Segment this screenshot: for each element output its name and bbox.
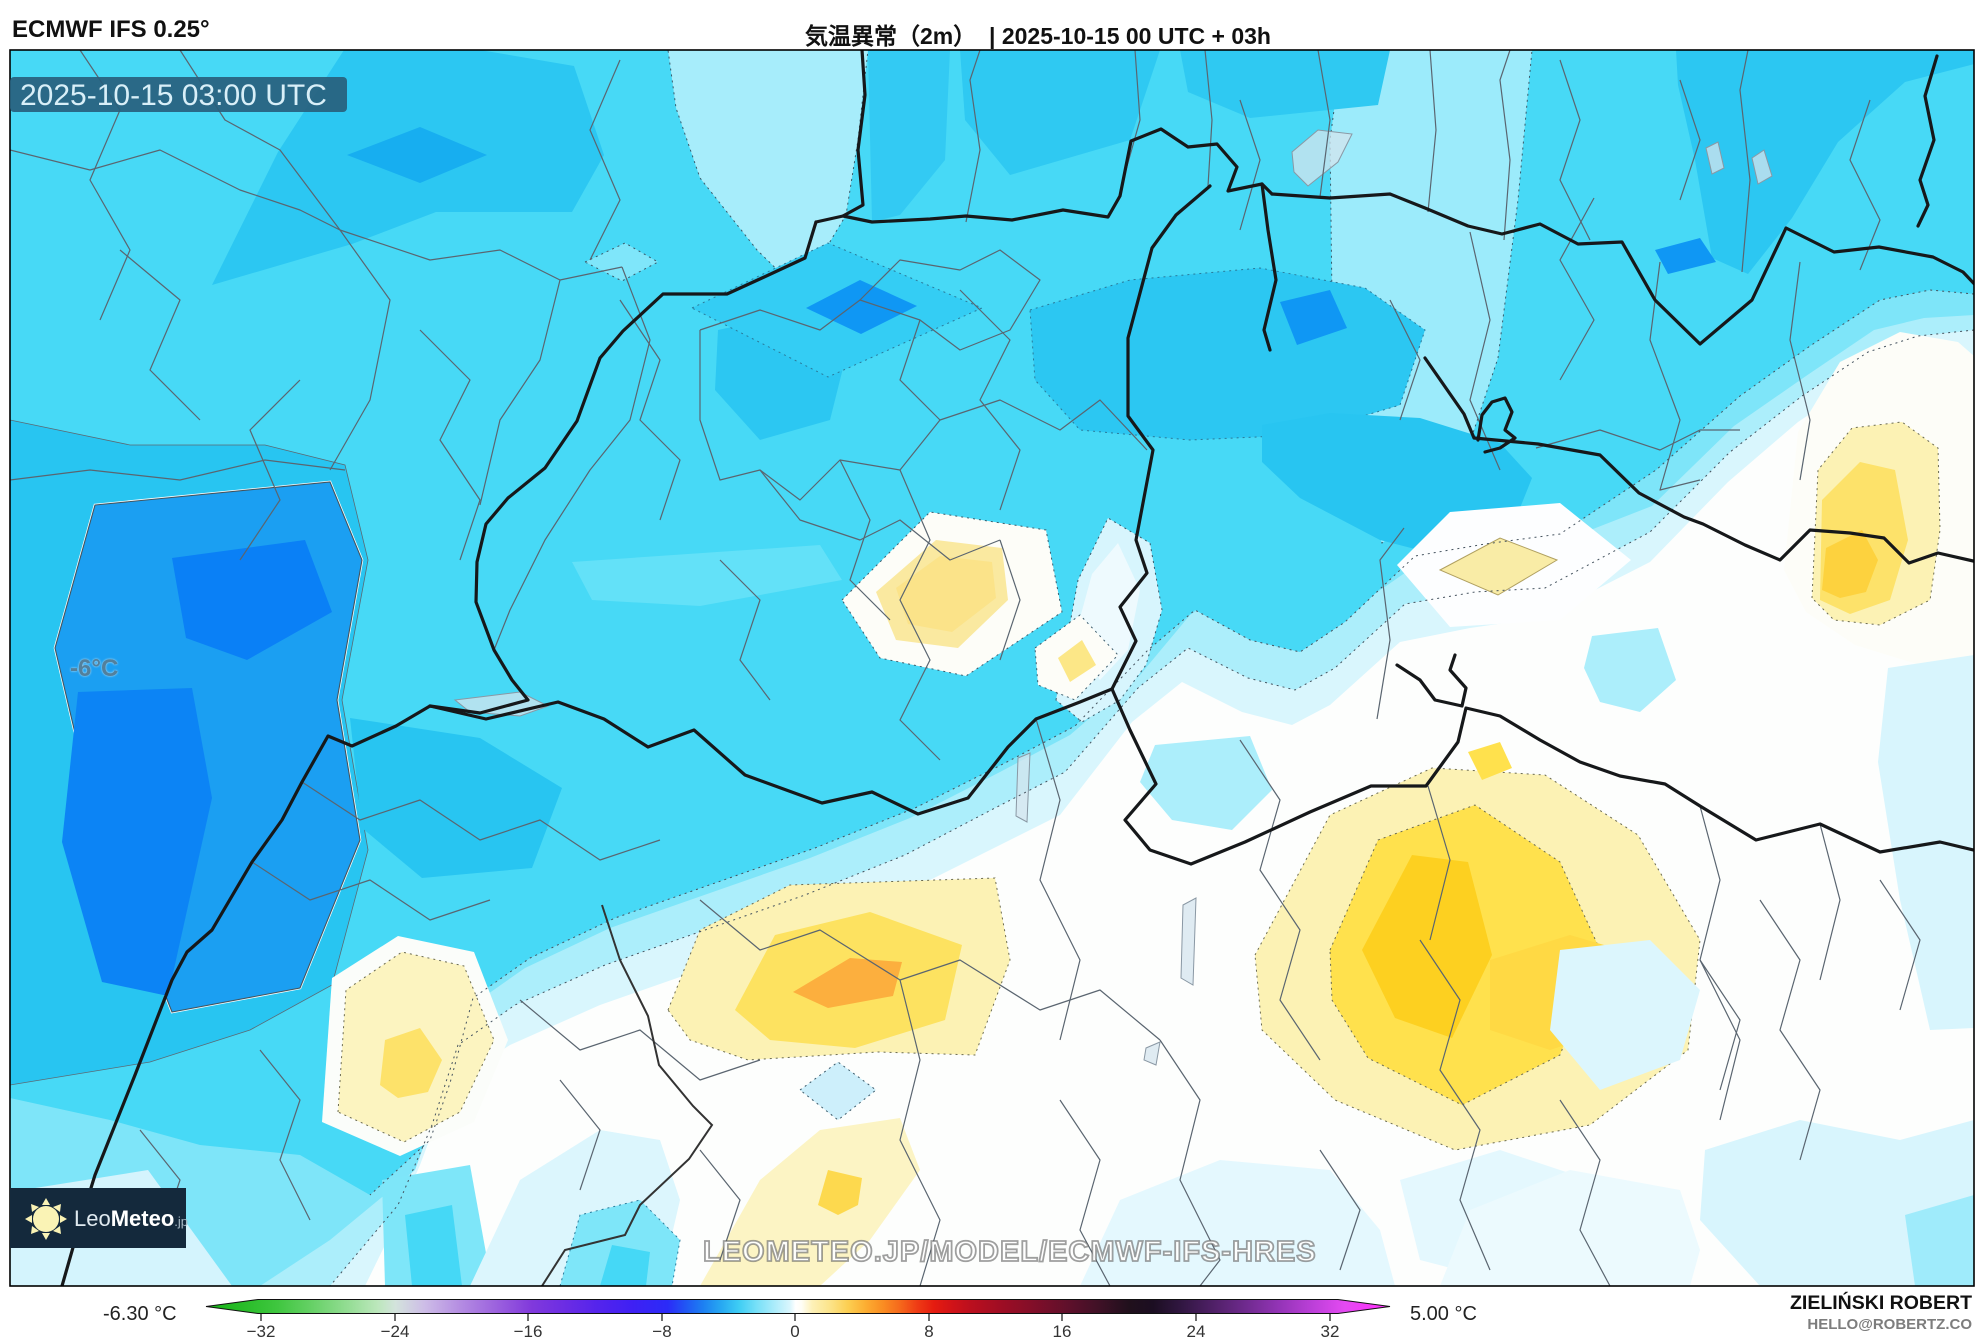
svg-text:32: 32 [1321,1322,1340,1338]
svg-text:−24: −24 [381,1322,410,1338]
svg-text:−32: −32 [247,1322,276,1338]
svg-text:−8: −8 [652,1322,671,1338]
svg-text:16: 16 [1053,1322,1072,1338]
svg-text:0: 0 [790,1322,799,1338]
svg-text:8: 8 [924,1322,933,1338]
svg-text:−16: −16 [514,1322,543,1338]
svg-text:24: 24 [1187,1322,1206,1338]
